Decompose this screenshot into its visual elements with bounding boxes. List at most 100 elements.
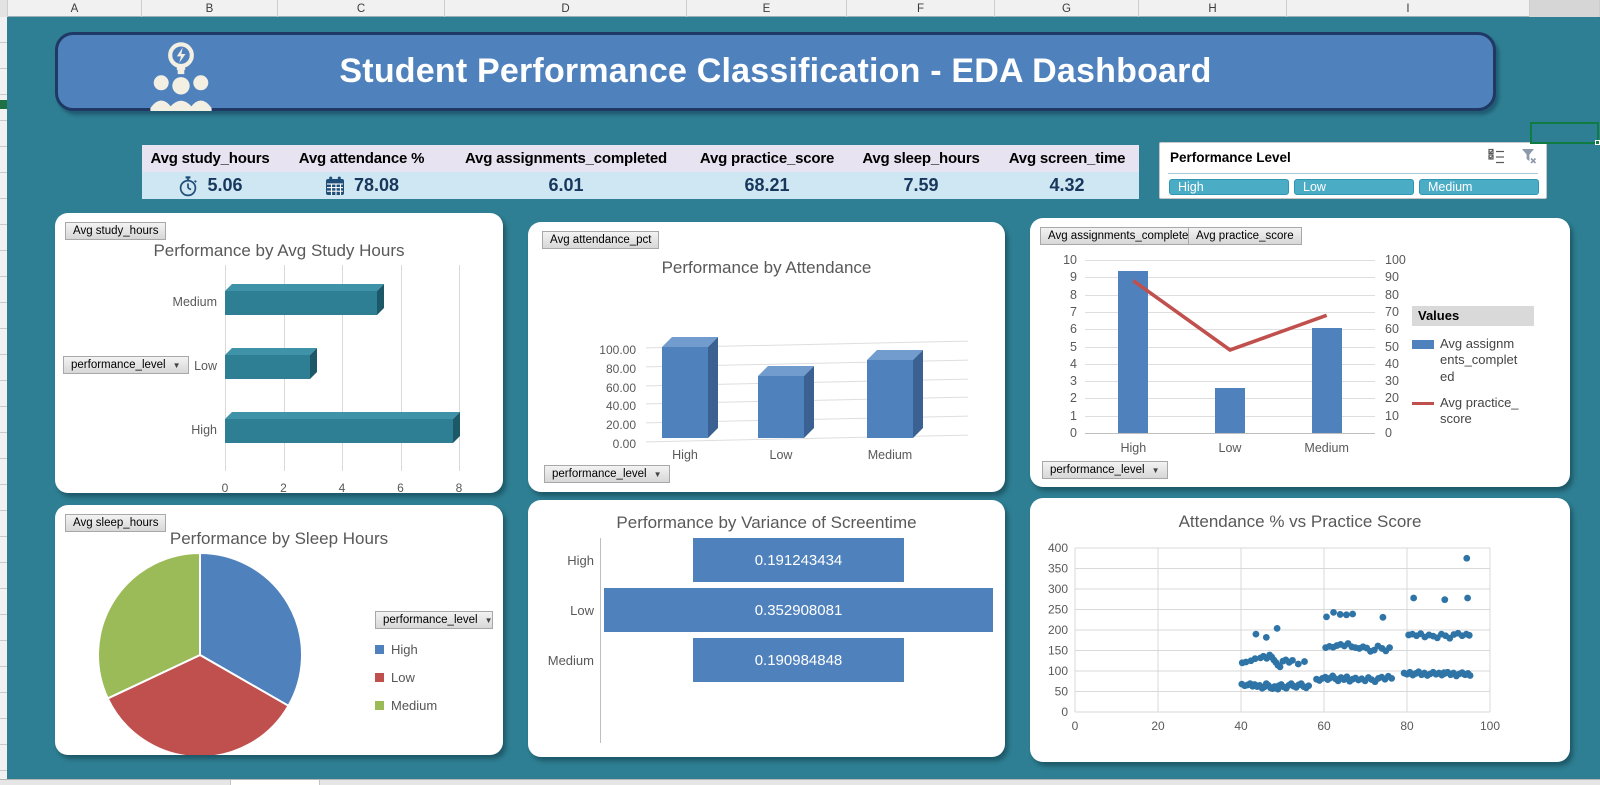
pivot-field-button[interactable]: Avg assignments_completed: [1040, 227, 1203, 245]
pivot-field-button[interactable]: Avg practice_score: [1188, 227, 1302, 245]
chart-card-assignments-practice: Avg assignments_completed Avg practice_s…: [1030, 218, 1570, 487]
sheet-tab-strip[interactable]: [0, 779, 1600, 785]
kpi-number: 78.08: [353, 175, 400, 195]
scatter-point: [1441, 596, 1449, 604]
combo-bar-low: [1215, 388, 1245, 433]
y-axis-tick: 20.00: [605, 418, 636, 433]
funnel-category: High: [567, 553, 594, 568]
kpi-header-5: Avg screen_time: [995, 145, 1139, 172]
funnel-bar-low: 0.352908081: [604, 588, 993, 632]
chart-title: Performance by Attendance: [661, 258, 872, 277]
scatter-point: [1336, 611, 1344, 618]
slicer-button-low[interactable]: Low: [1294, 179, 1414, 195]
x-axis-tick: 4: [338, 481, 346, 495]
right-axis-tick: 0: [1385, 426, 1392, 440]
pivot-field-button[interactable]: performance_level ▼: [63, 356, 189, 374]
svg-text:80: 80: [1400, 719, 1414, 733]
kpi-value-2: 6.01: [445, 172, 687, 199]
field-label: Avg assignments_completed: [1048, 230, 1195, 242]
field-label: performance_level: [383, 614, 478, 626]
legend-label: Medium: [391, 698, 438, 713]
x-axis-tick: 0: [221, 481, 229, 495]
scatter-point: [1262, 633, 1270, 641]
legend-swatch: [375, 701, 384, 710]
clear-filter-icon[interactable]: [1520, 148, 1538, 170]
active-row-indicator: [0, 100, 7, 109]
svg-text:0: 0: [1061, 705, 1068, 719]
scatter-point: [1386, 644, 1393, 652]
column-header-B[interactable]: B: [142, 0, 278, 17]
pie-slice-high: [199, 551, 303, 708]
slicer-button-medium[interactable]: Medium: [1419, 179, 1539, 195]
pivot-field-button[interactable]: performance_level ▼: [544, 465, 670, 483]
pivot-field-button[interactable]: Avg study_hours: [65, 222, 167, 240]
dropdown-arrow-icon: ▼: [1151, 465, 1160, 475]
performance-level-slicer: Performance Level: [1159, 142, 1547, 199]
gridline: [1085, 260, 1375, 261]
right-axis-tick: 60: [1385, 322, 1399, 337]
x-axis-category: High: [1120, 441, 1147, 455]
column-header-A[interactable]: A: [8, 0, 142, 17]
svg-text:200: 200: [1048, 623, 1068, 637]
legend-label: High: [391, 642, 418, 657]
field-label: performance_level: [71, 359, 166, 371]
column-header-I[interactable]: I: [1287, 0, 1530, 17]
right-axis-tick: 30: [1385, 374, 1399, 389]
column-header-D[interactable]: D: [445, 0, 687, 17]
right-axis-tick: 20: [1385, 391, 1399, 406]
pivot-field-button[interactable]: Avg attendance_pct: [542, 231, 660, 249]
column-header-partial[interactable]: [1530, 0, 1600, 17]
y-axis-tick: 100.00: [599, 343, 636, 357]
left-axis-tick: 5: [1070, 339, 1077, 354]
pivot-field-button[interactable]: performance_level ▼: [375, 611, 493, 629]
scatter-point: [1252, 630, 1260, 638]
svg-text:20: 20: [1151, 719, 1165, 733]
scatter-point: [1273, 624, 1281, 632]
scatter-point: [1305, 682, 1313, 690]
left-axis-tick: 7: [1070, 304, 1077, 319]
field-label: Avg sleep_hours: [73, 517, 159, 529]
bar-low: [225, 348, 317, 379]
legend-label: Avg practice_score: [1440, 394, 1519, 426]
pivot-field-button[interactable]: performance_level ▼: [1042, 461, 1168, 479]
column-header-E[interactable]: E: [687, 0, 847, 17]
row-header-strip[interactable]: [0, 17, 7, 779]
svg-text:150: 150: [1048, 644, 1068, 658]
combo-bar-high: [1118, 271, 1149, 433]
svg-text:50: 50: [1055, 685, 1069, 699]
multiselect-icon[interactable]: [1488, 148, 1506, 170]
svg-text:40: 40: [1234, 719, 1248, 733]
right-axis-tick: 70: [1385, 304, 1399, 319]
x-axis-category: Medium: [867, 448, 913, 462]
field-label: Avg attendance_pct: [550, 234, 652, 246]
slicer-button-high[interactable]: High: [1169, 179, 1289, 195]
column-header-G[interactable]: G: [995, 0, 1139, 17]
kpi-value-4: 7.59: [847, 172, 995, 199]
column-header-C[interactable]: C: [278, 0, 445, 17]
right-axis-tick: 40: [1385, 356, 1399, 371]
x-axis-tick: 6: [397, 481, 404, 495]
gridline: [1085, 381, 1375, 383]
column-header-H[interactable]: H: [1139, 0, 1287, 17]
gridline: [342, 265, 343, 471]
chart-card-scatter: Attendance % vs Practice Score 0 50 100 150…: [1030, 498, 1570, 762]
scatter-point: [1349, 610, 1357, 618]
legend-label: Avg assignments_completed: [1440, 336, 1518, 384]
calendar-icon: [324, 175, 346, 197]
right-axis-tick: 80: [1385, 287, 1399, 302]
pivot-field-button[interactable]: Avg sleep_hours: [65, 514, 167, 532]
kpi-header-3: Avg practice_score: [687, 145, 847, 172]
kpi-header-2: Avg assignments_completed: [445, 145, 687, 172]
svg-text:250: 250: [1048, 603, 1068, 617]
kpi-number: 4.32: [1049, 175, 1085, 195]
column-header-corner[interactable]: [0, 0, 8, 17]
sheet-tab[interactable]: [230, 780, 320, 785]
dropdown-arrow-icon: ▼: [172, 360, 181, 370]
column-header-F[interactable]: F: [847, 0, 995, 17]
kpi-number: 5.06: [207, 175, 243, 195]
x-axis-category: Medium: [1304, 441, 1349, 455]
bar-medium: [225, 284, 385, 315]
right-axis-tick: 100: [1385, 253, 1406, 267]
y-axis-tick: 80.00: [605, 361, 636, 376]
